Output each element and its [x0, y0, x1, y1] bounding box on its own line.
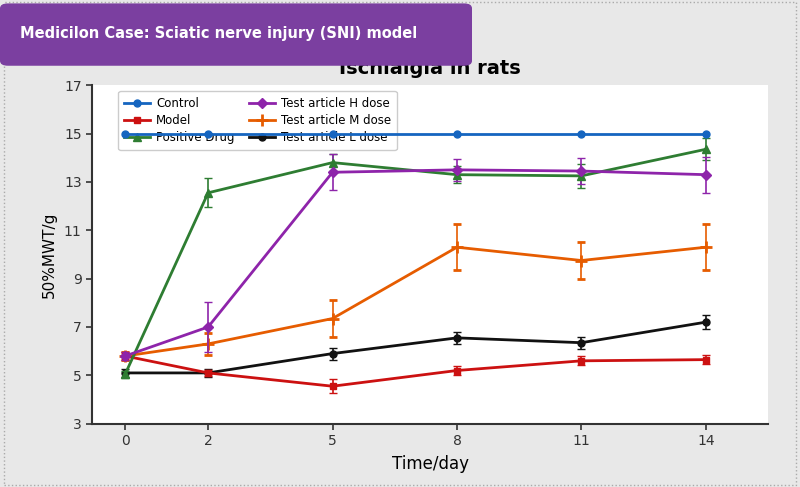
Title: Ischialgia in rats: Ischialgia in rats — [339, 59, 521, 78]
X-axis label: Time/day: Time/day — [391, 455, 469, 473]
Text: Medicilon Case: Sciatic nerve injury (SNI) model: Medicilon Case: Sciatic nerve injury (SN… — [20, 26, 418, 41]
Legend: Control, Model, Positive Drug, Test article H dose, Test article M dose, Test ar: Control, Model, Positive Drug, Test arti… — [118, 91, 397, 150]
Y-axis label: 50%MWT/g: 50%MWT/g — [42, 211, 57, 298]
